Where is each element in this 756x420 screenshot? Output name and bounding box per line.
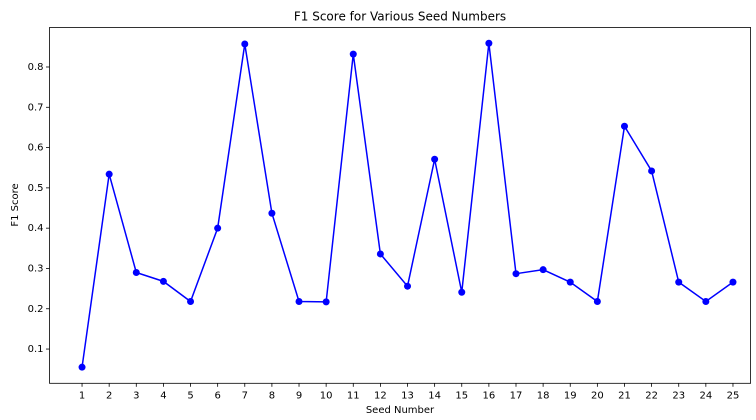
y-tick-label: 0.5 — [28, 183, 44, 194]
x-tick-label: 19 — [564, 390, 577, 401]
point — [295, 298, 303, 306]
x-tick-label: 6 — [214, 390, 220, 401]
point — [620, 122, 628, 130]
chart-title: F1 Score for Various Seed Numbers — [294, 10, 506, 24]
point — [675, 278, 683, 286]
x-tick-label: 2 — [106, 390, 112, 401]
point — [132, 268, 140, 276]
x-tick-label: 17 — [510, 390, 523, 401]
x-tick-label: 9 — [296, 390, 302, 401]
x-tick-label: 14 — [428, 390, 441, 401]
x-tick-label: 21 — [618, 390, 631, 401]
point — [539, 266, 547, 274]
y-tick-label: 0.4 — [28, 223, 44, 234]
x-axis-label: Seed Number — [366, 405, 435, 416]
x-tick-label: 12 — [374, 390, 387, 401]
x-tick-label: 1 — [79, 390, 85, 401]
point — [566, 278, 574, 286]
x-tick-label: 23 — [672, 390, 685, 401]
x-tick-label: 5 — [187, 390, 193, 401]
x-tick-label: 15 — [455, 390, 468, 401]
y-tick-label: 0.6 — [28, 143, 44, 154]
line — [81, 43, 734, 368]
x-tick-label: 3 — [133, 390, 139, 401]
x-tick-label: 7 — [242, 390, 248, 401]
x-tick-label: 18 — [537, 390, 550, 401]
point — [512, 270, 520, 278]
point — [485, 39, 493, 47]
x-tick-label: 8 — [269, 390, 275, 401]
point — [105, 170, 113, 178]
point — [702, 298, 710, 306]
plot-frame — [49, 27, 751, 384]
y-tick-label: 0.2 — [28, 304, 44, 315]
point — [404, 282, 412, 290]
y-tick-label: 0.1 — [28, 344, 44, 355]
x-tick-label: 25 — [727, 390, 740, 401]
point — [729, 278, 737, 286]
y-tick-label: 0.7 — [28, 102, 44, 113]
x-tick-label: 20 — [591, 390, 604, 401]
x-tick-label: 4 — [160, 390, 166, 401]
point — [458, 288, 466, 296]
x-tick-label: 10 — [320, 390, 333, 401]
x-tick-label: 13 — [401, 390, 414, 401]
y-tick-label: 0.8 — [28, 62, 44, 73]
point — [268, 209, 276, 217]
y-axis-label: F1 Score — [10, 183, 21, 226]
point — [349, 50, 357, 58]
x-tick-label: 11 — [347, 390, 360, 401]
point — [241, 40, 249, 48]
point — [159, 277, 167, 285]
point — [187, 298, 195, 306]
x-tick-label: 24 — [699, 390, 712, 401]
point — [78, 363, 86, 371]
point — [376, 250, 384, 258]
point — [214, 224, 222, 232]
point — [431, 155, 439, 163]
y-tick-label: 0.3 — [28, 263, 44, 274]
point — [322, 298, 330, 306]
x-tick-label: 16 — [483, 390, 496, 401]
point — [648, 167, 656, 175]
point — [593, 298, 601, 306]
x-tick-label: 22 — [645, 390, 658, 401]
